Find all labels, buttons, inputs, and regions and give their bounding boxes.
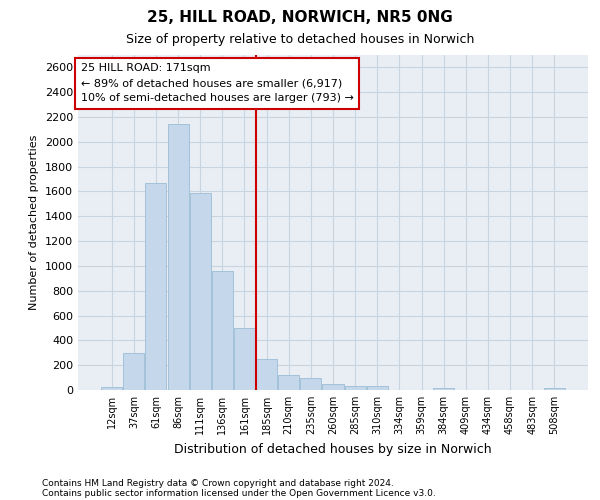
Bar bbox=[145, 183, 166, 390]
Bar bbox=[167, 124, 188, 390]
Text: Size of property relative to detached houses in Norwich: Size of property relative to detached ho… bbox=[126, 32, 474, 46]
Bar bbox=[234, 328, 255, 390]
Text: 25, HILL ROAD, NORWICH, NR5 0NG: 25, HILL ROAD, NORWICH, NR5 0NG bbox=[147, 10, 453, 25]
Bar bbox=[124, 353, 145, 390]
Text: 25 HILL ROAD: 171sqm
← 89% of detached houses are smaller (6,917)
10% of semi-de: 25 HILL ROAD: 171sqm ← 89% of detached h… bbox=[80, 64, 353, 103]
Bar bbox=[278, 375, 299, 390]
Bar bbox=[256, 359, 277, 390]
Bar bbox=[367, 386, 388, 390]
Text: Contains HM Land Registry data © Crown copyright and database right 2024.: Contains HM Land Registry data © Crown c… bbox=[42, 478, 394, 488]
Text: Contains public sector information licensed under the Open Government Licence v3: Contains public sector information licen… bbox=[42, 488, 436, 498]
Bar bbox=[322, 384, 344, 390]
Y-axis label: Number of detached properties: Number of detached properties bbox=[29, 135, 40, 310]
Bar bbox=[212, 271, 233, 390]
Bar bbox=[190, 192, 211, 390]
Bar bbox=[433, 388, 454, 390]
Bar bbox=[301, 378, 322, 390]
Bar bbox=[344, 386, 365, 390]
Bar bbox=[101, 387, 122, 390]
X-axis label: Distribution of detached houses by size in Norwich: Distribution of detached houses by size … bbox=[174, 442, 492, 456]
Bar bbox=[544, 388, 565, 390]
